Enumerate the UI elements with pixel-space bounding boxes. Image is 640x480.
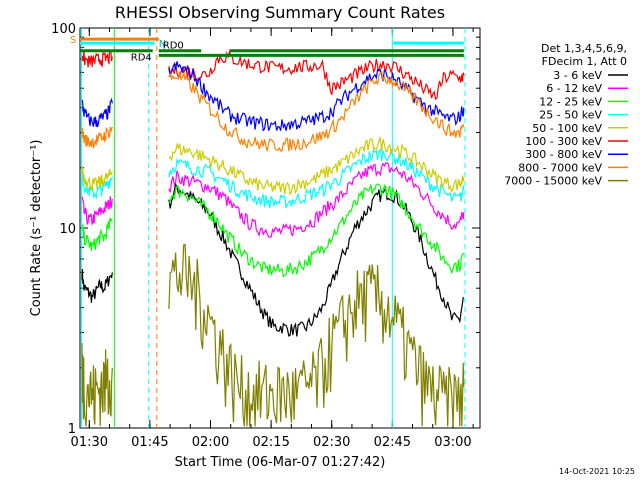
series-line xyxy=(81,165,113,191)
legend-label: 100 - 300 keV xyxy=(525,135,602,148)
series-line xyxy=(168,243,465,427)
series-line xyxy=(81,269,113,303)
series-line xyxy=(168,61,465,132)
series-line xyxy=(168,183,465,278)
series-line xyxy=(81,49,113,68)
x-tick-label: 02:30 xyxy=(313,435,350,450)
legend-label: 50 - 100 keV xyxy=(532,122,602,135)
legend-header-2: FDecim 1, Att 0 xyxy=(542,55,627,68)
flag-label: RD4 xyxy=(131,52,152,63)
footer-timestamp: 14-Oct-2021 10:25 xyxy=(559,467,635,476)
series-line xyxy=(168,162,465,238)
y-tick-label: 10 xyxy=(59,222,76,237)
y-axis-label: Count Rate (s⁻¹ detector⁻¹) xyxy=(29,140,44,317)
legend-label: 3 - 6 keV xyxy=(553,69,602,82)
x-tick-label: 02:45 xyxy=(374,435,411,450)
legend-label: 800 - 7000 keV xyxy=(518,161,602,174)
legend-label: 12 - 25 keV xyxy=(539,95,602,108)
series-line xyxy=(168,135,465,196)
x-tick-label: 02:00 xyxy=(192,435,229,450)
legend-label: 6 - 12 keV xyxy=(546,82,602,95)
x-tick-label: 02:15 xyxy=(252,435,289,450)
legend-label: 300 - 800 keV xyxy=(525,148,602,161)
series-line xyxy=(81,126,113,149)
series-line xyxy=(168,50,465,100)
plot-frame xyxy=(79,27,481,429)
legend-label: 25 - 50 keV xyxy=(539,109,602,122)
chart-title: RHESSI Observing Summary Count Rates xyxy=(115,3,445,22)
x-tick-label: 01:45 xyxy=(131,435,168,450)
series-line xyxy=(81,217,113,252)
series-line xyxy=(168,148,465,209)
x-tick-label: 03:00 xyxy=(434,435,471,450)
y-tick-label: 100 xyxy=(51,22,76,37)
flag-label: RD0 xyxy=(163,41,184,52)
x-tick-label: 01:30 xyxy=(71,435,108,450)
flag-label: S xyxy=(70,35,76,46)
series-line xyxy=(168,71,465,152)
y-tick-label: 1 xyxy=(68,422,76,437)
legend-header-1: Det 1,3,4,5,6,9, xyxy=(541,42,627,55)
series-line xyxy=(168,182,464,337)
series-line xyxy=(81,196,113,226)
series-line xyxy=(81,170,113,201)
x-axis-label: Start Time (06-Mar-07 01:27:42) xyxy=(175,455,386,470)
flag-label: N xyxy=(159,39,166,50)
series-line xyxy=(81,97,113,128)
legend-label: 7000 - 15000 keV xyxy=(504,175,602,188)
series-line xyxy=(81,342,113,427)
